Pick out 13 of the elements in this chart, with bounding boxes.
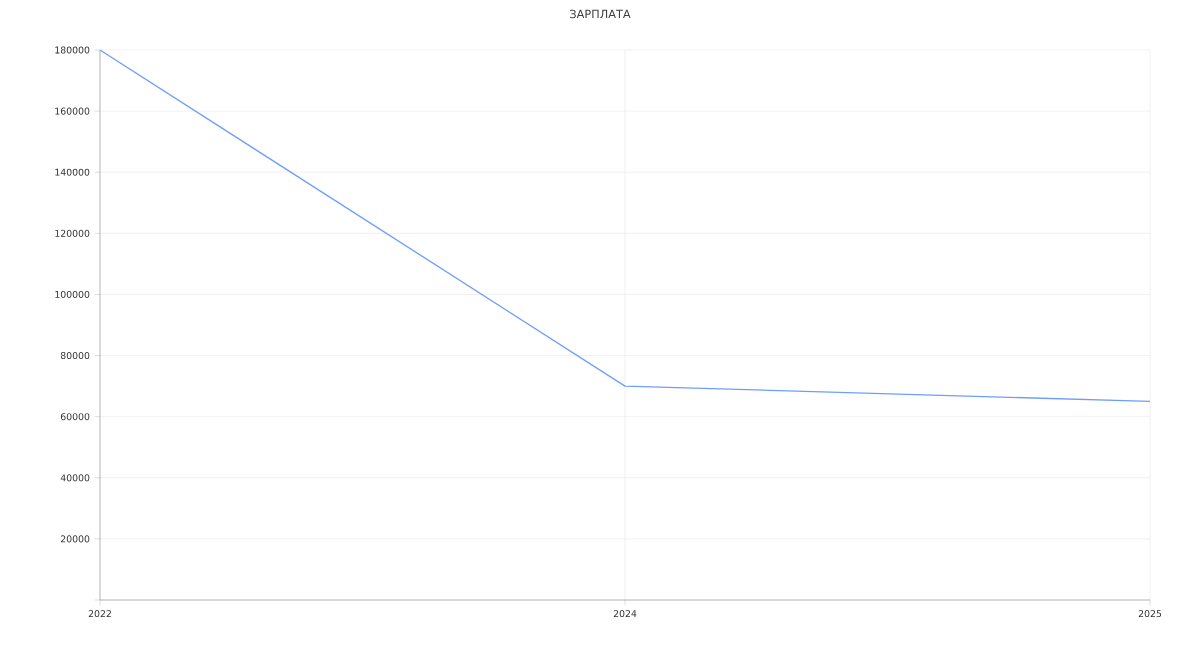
x-tick-label: 2022 <box>88 610 111 618</box>
y-tick-label: 120000 <box>55 229 90 237</box>
y-tick-label: 140000 <box>55 168 90 176</box>
x-tick-label: 2024 <box>613 610 637 618</box>
x-tick-label: 2025 <box>1138 610 1162 618</box>
y-tick-label: 100000 <box>55 290 90 298</box>
y-tick-label: 160000 <box>55 107 90 115</box>
y-tick-label: 180000 <box>55 46 90 54</box>
y-tick-label: 60000 <box>60 413 90 421</box>
y-tick-label: 40000 <box>60 474 90 482</box>
chart-title: ЗАРПЛАТА <box>570 9 631 19</box>
y-tick-label: 20000 <box>60 535 90 543</box>
y-tick-label: 80000 <box>60 352 90 360</box>
